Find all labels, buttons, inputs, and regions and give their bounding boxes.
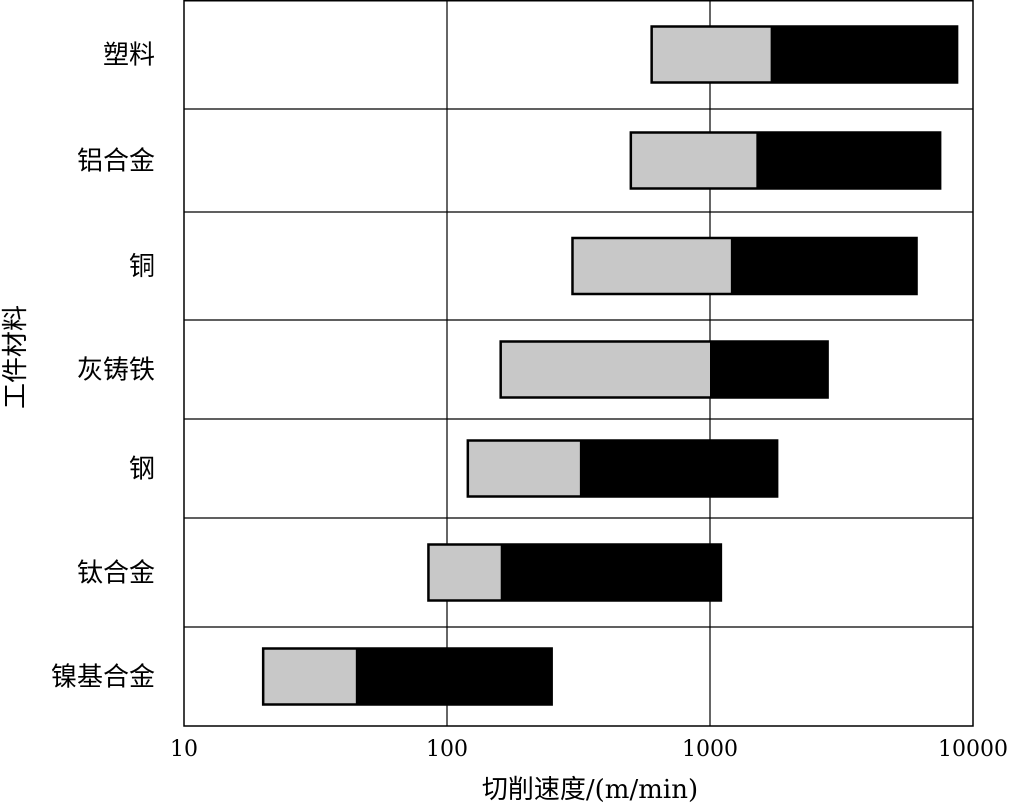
y-axis-title: 工件材料 xyxy=(1,305,31,409)
bar-outline xyxy=(571,236,918,296)
bar-segment xyxy=(263,648,356,705)
category-label: 钢 xyxy=(129,455,155,485)
x-tick-labels: 10 100 1000 10000 xyxy=(170,737,1008,762)
category-label: 灰铸铁 xyxy=(77,356,155,386)
category-label: 塑料 xyxy=(103,41,155,71)
x-tick-label: 100 xyxy=(426,737,468,762)
bar-outline xyxy=(499,340,829,399)
bar-segment xyxy=(579,440,778,497)
bar-outline xyxy=(466,439,779,498)
x-tick-label: 10000 xyxy=(938,737,1008,762)
bar-outline xyxy=(629,131,942,190)
bar-outline xyxy=(650,25,959,84)
bar-outline xyxy=(261,647,553,706)
plot-border xyxy=(183,0,974,727)
bar-segment xyxy=(770,26,958,83)
category-label: 钛合金 xyxy=(77,559,155,589)
category-label: 镍基合金 xyxy=(51,663,155,693)
bar-segment xyxy=(651,26,771,83)
bar-outline xyxy=(427,543,723,602)
bars xyxy=(261,25,959,706)
x-axis-title: 切削速度/(m/min) xyxy=(482,775,698,804)
bar-segment xyxy=(710,341,828,398)
bar-segment xyxy=(756,132,941,189)
bar-segment xyxy=(355,648,552,705)
plot-frame xyxy=(183,0,974,727)
bar-segment xyxy=(630,132,757,189)
category-label: 铜 xyxy=(129,252,155,282)
bar-segment xyxy=(572,238,731,294)
bar-segment xyxy=(500,544,721,601)
bar-segment xyxy=(467,440,580,497)
x-tick-label: 1000 xyxy=(682,737,738,762)
category-label: 铝合金 xyxy=(77,147,155,177)
bar-segment xyxy=(730,238,917,294)
bar-segment xyxy=(500,341,710,398)
x-tick-label: 10 xyxy=(170,737,198,762)
bar-segment xyxy=(428,544,501,601)
